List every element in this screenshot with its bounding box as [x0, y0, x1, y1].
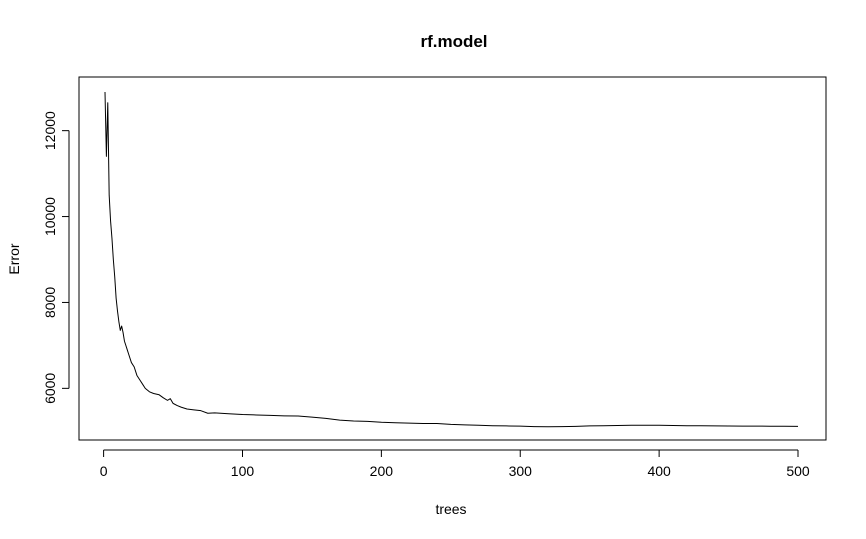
x-tick-label: 200 [370, 463, 394, 479]
x-axis: 0 100 200 300 400 500 [100, 449, 810, 479]
x-tick-label: 100 [231, 463, 255, 479]
y-tick-label: 10000 [42, 197, 58, 236]
x-tick-label: 300 [509, 463, 533, 479]
y-axis: 6000 8000 10000 12000 [42, 111, 70, 404]
chart-title: rf.model [420, 32, 487, 51]
x-tick-label: 400 [647, 463, 671, 479]
x-tick-label: 500 [786, 463, 810, 479]
error-series-line [104, 91, 799, 428]
y-tick-label: 6000 [42, 373, 58, 404]
plot-frame [78, 76, 827, 441]
y-tick-label: 12000 [42, 111, 58, 150]
x-axis-label: trees [435, 501, 466, 517]
x-tick-label: 0 [100, 463, 108, 479]
y-tick-label: 8000 [42, 287, 58, 318]
y-axis-label: Error [6, 243, 22, 274]
